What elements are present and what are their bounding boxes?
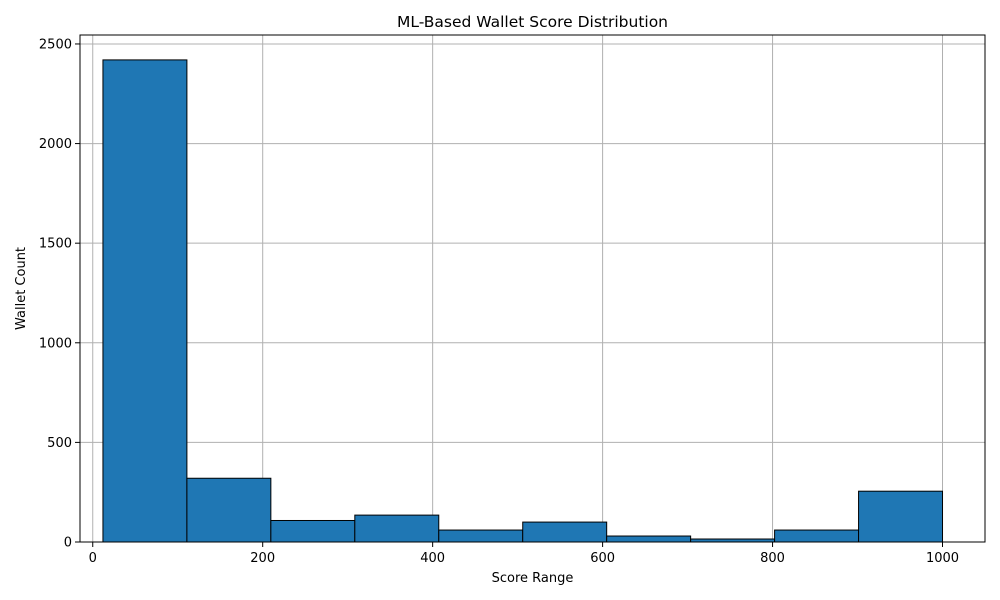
histogram-bar	[186, 477, 272, 543]
histogram-bar	[774, 529, 860, 543]
histogram-bar	[102, 59, 188, 543]
y-axis-label: Wallet Count	[14, 247, 29, 330]
histogram-bar	[522, 521, 608, 543]
y-tick-label: 0	[64, 536, 72, 551]
y-tick-label: 500	[47, 436, 72, 451]
y-tick-label: 2000	[39, 137, 72, 152]
y-tick-label: 1000	[39, 336, 72, 351]
histogram-bar	[858, 490, 944, 543]
histogram-bar	[438, 529, 524, 543]
x-tick-label: 0	[89, 551, 97, 566]
histogram-bar	[270, 519, 356, 543]
x-tick-label: 600	[590, 551, 615, 566]
plot-frame	[79, 34, 986, 543]
ticks: 0 200 400 600 800 1000 0 500 1000 1500 2000 2500	[39, 37, 959, 566]
x-tick-label: 400	[420, 551, 445, 566]
histogram-bar	[354, 514, 440, 543]
chart-title: ML-Based Wallet Score Distribution	[397, 13, 668, 31]
x-tick-label: 800	[760, 551, 785, 566]
y-tick-label: 1500	[39, 237, 72, 252]
x-tick-label: 1000	[926, 551, 959, 566]
histogram-bar	[606, 535, 692, 543]
bars	[102, 59, 944, 543]
x-tick-label: 200	[250, 551, 275, 566]
y-tick-label: 2500	[39, 37, 72, 52]
x-axis-label: Score Range	[492, 571, 574, 586]
